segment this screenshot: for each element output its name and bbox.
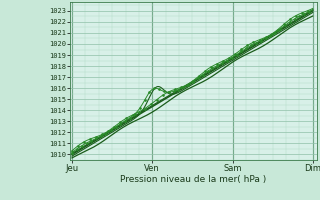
X-axis label: Pression niveau de la mer( hPa ): Pression niveau de la mer( hPa ) bbox=[120, 175, 267, 184]
